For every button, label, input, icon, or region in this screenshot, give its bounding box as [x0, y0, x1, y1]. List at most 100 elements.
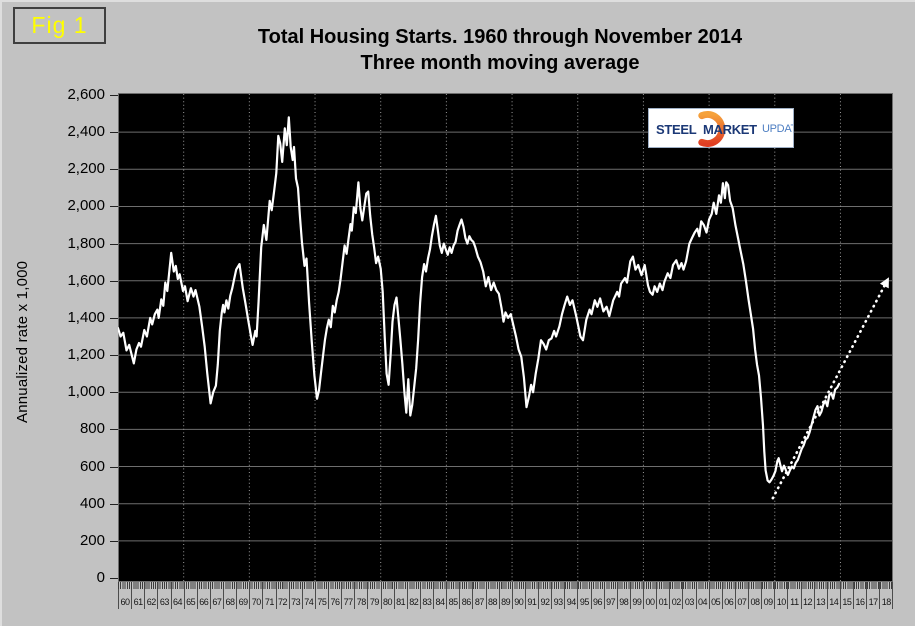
x-axis: 60 61 62 63 64 65 66 67 68 69 70 71 72 73 74 75 76 77 78 79…: [118, 582, 894, 609]
y-tick-label: 2,400: [67, 123, 105, 141]
y-tick-label: 400: [79, 494, 105, 512]
y-tick-label: 2,600: [67, 86, 105, 103]
y-tick-mark: [110, 243, 118, 245]
y-tick-label: 200: [79, 531, 105, 549]
x-tick-label: 07: [734, 582, 748, 609]
y-tick-mark: [110, 503, 118, 505]
x-tick-label: 60: [118, 582, 131, 609]
housing-starts-line-chart: [118, 93, 893, 582]
x-tick-label: 01: [656, 582, 669, 609]
x-tick-label: 17: [866, 582, 879, 609]
x-tick-label: 94: [564, 582, 577, 609]
x-tick-label: 67: [209, 582, 223, 609]
x-tick-label: 92: [538, 582, 551, 609]
y-tick-label: 1,800: [67, 234, 105, 252]
y-tick-mark: [110, 280, 118, 282]
y-tick-mark: [110, 206, 118, 208]
x-tick-label: 95: [577, 582, 590, 609]
x-tick-label: 86: [459, 582, 472, 609]
y-tick-label: 800: [79, 420, 105, 438]
x-tick-label: 99: [629, 582, 643, 609]
y-tick-mark: [110, 317, 118, 319]
x-tick-label: 72: [275, 582, 289, 609]
x-tick-label: 80: [380, 582, 394, 609]
x-tick-label: 66: [196, 582, 210, 609]
x-tick-label: 83: [419, 582, 433, 609]
y-tick-mark: [110, 540, 118, 542]
x-tick-label: 09: [761, 582, 774, 609]
y-tick-label: 1,600: [67, 271, 105, 289]
y-tick-label: 2,000: [67, 197, 105, 215]
title-block: Total Housing Starts. 1960 through Novem…: [85, 24, 915, 76]
x-tick-label: 76: [328, 582, 341, 609]
x-tick-label: 78: [354, 582, 367, 609]
housing-starts-line: [118, 116, 841, 484]
x-tick-label: 14: [826, 582, 840, 609]
x-tick-label: 08: [748, 582, 761, 609]
logo-word-update: UPDATE: [762, 123, 793, 135]
y-tick-mark: [110, 429, 118, 431]
x-tick-label: 96: [590, 582, 604, 609]
x-tick-label: 90: [511, 582, 525, 609]
x-tick-label: 89: [498, 582, 512, 609]
x-tick-label: 61: [131, 582, 144, 609]
x-tick-label: 84: [433, 582, 446, 609]
logo-word-market: MARKET: [703, 121, 757, 137]
x-tick-label: 03: [682, 582, 695, 609]
x-tick-label: 73: [288, 582, 302, 609]
logo-words: STEEL MARKET UPDATE: [649, 109, 793, 147]
x-tick-label: 69: [236, 582, 249, 609]
x-tick-label: 81: [393, 582, 407, 609]
x-tick-label: 63: [157, 582, 170, 609]
x-tick-label: 11: [787, 582, 800, 609]
x-tick-label: 98: [616, 582, 630, 609]
x-tick-label: 82: [406, 582, 420, 609]
y-tick-label: 2,200: [67, 160, 105, 178]
y-tick-mark: [110, 578, 118, 579]
x-tick-label: 05: [708, 582, 722, 609]
plot-area: [118, 93, 893, 582]
y-tick-label: 0: [96, 569, 105, 586]
y-tick-mark: [110, 169, 118, 171]
y-tick-mark: [110, 95, 118, 96]
x-tick-label: 12: [800, 582, 814, 609]
y-tick-mark: [110, 392, 118, 394]
x-tick-label: 97: [603, 582, 617, 609]
x-tick-label: 87: [472, 582, 485, 609]
y-tick-mark: [110, 132, 118, 134]
x-tick-label: 06: [721, 582, 735, 609]
x-tick-label: 65: [183, 582, 197, 609]
x-tick-label: 93: [551, 582, 564, 609]
x-tick-label: 10: [774, 582, 787, 609]
chart-title: Total Housing Starts. 1960 through Novem…: [257, 26, 743, 48]
y-tick-mark: [110, 466, 118, 468]
y-tick-label: 1,200: [67, 346, 105, 364]
x-tick-label: 15: [839, 582, 853, 609]
figure-label: Fig 1: [31, 12, 88, 38]
projection-trend-arrow: [771, 277, 889, 500]
x-tick-label: 00: [643, 582, 656, 609]
y-tick-label: 600: [79, 457, 105, 475]
y-tick-label: 1,400: [67, 308, 105, 326]
x-tick-label: 62: [144, 582, 157, 609]
chart-subtitle: Three month moving average: [360, 52, 640, 74]
logo-word-steel: STEEL: [656, 121, 697, 137]
logo-crescent-icon: [698, 111, 726, 147]
x-tick-label: 74: [301, 582, 315, 609]
x-tick-label: 68: [223, 582, 236, 609]
x-tick-label: 79: [367, 582, 380, 609]
x-axis-minor-ticks: [118, 582, 893, 589]
x-tick-label: 85: [446, 582, 459, 609]
figure-label-box: Fig 1: [13, 7, 106, 44]
x-tick-label: 13: [813, 582, 827, 609]
x-tick-label: 16: [853, 582, 866, 609]
x-tick-label: 71: [262, 582, 275, 609]
x-tick-label: 77: [341, 582, 354, 609]
steel-market-update-logo: STEEL MARKET UPDATE: [648, 108, 794, 148]
y-tick-label: 1,000: [67, 383, 105, 401]
x-tick-label: 88: [485, 582, 499, 609]
x-tick-label: 02: [669, 582, 682, 609]
x-tick-label: 70: [249, 582, 262, 609]
x-tick-label: 64: [170, 582, 184, 609]
x-tick-label: 91: [524, 582, 538, 609]
